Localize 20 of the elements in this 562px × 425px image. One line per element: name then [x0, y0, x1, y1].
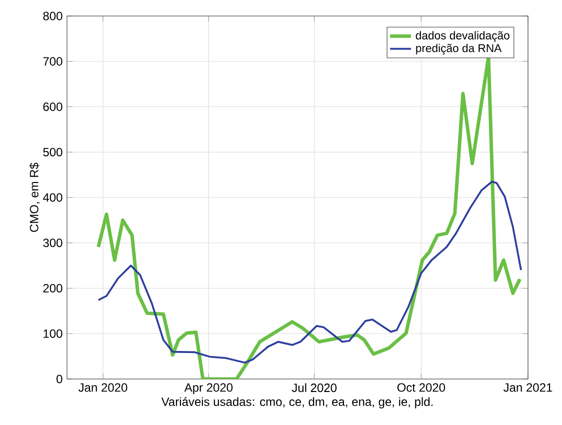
- y-tick-label: 200: [43, 284, 62, 292]
- y-tick-label: 400: [42, 193, 62, 202]
- legend-label: dados devalidação: [416, 31, 510, 42]
- x-tick-label: Jan 2021: [503, 383, 552, 392]
- x-tick-label: Jan 2020: [78, 383, 128, 392]
- y-tick-label: 800: [43, 12, 62, 20]
- y-tick-label: 600: [43, 102, 62, 112]
- y-axis-title: CMO, em R$: [29, 162, 40, 232]
- y-tick-label: 500: [43, 148, 62, 156]
- y-tick-label: 0: [56, 374, 62, 384]
- x-tick-label: Oct 2020: [397, 383, 446, 392]
- legend-label: predição da RNA: [416, 44, 502, 54]
- x-axis-title: Variáveis usadas: cmo, ce, dm, ea, ena, ge, ie, pld.: [161, 397, 433, 408]
- y-tick-label: 300: [43, 238, 62, 248]
- y-tick-label: 100: [44, 329, 62, 338]
- y-tick-label: 700: [43, 57, 62, 66]
- x-tick-label: Apr 2020: [184, 383, 233, 394]
- x-tick-label: Jul 2020: [292, 383, 337, 392]
- line-series: [96, 55, 522, 379]
- line-series: [97, 180, 522, 364]
